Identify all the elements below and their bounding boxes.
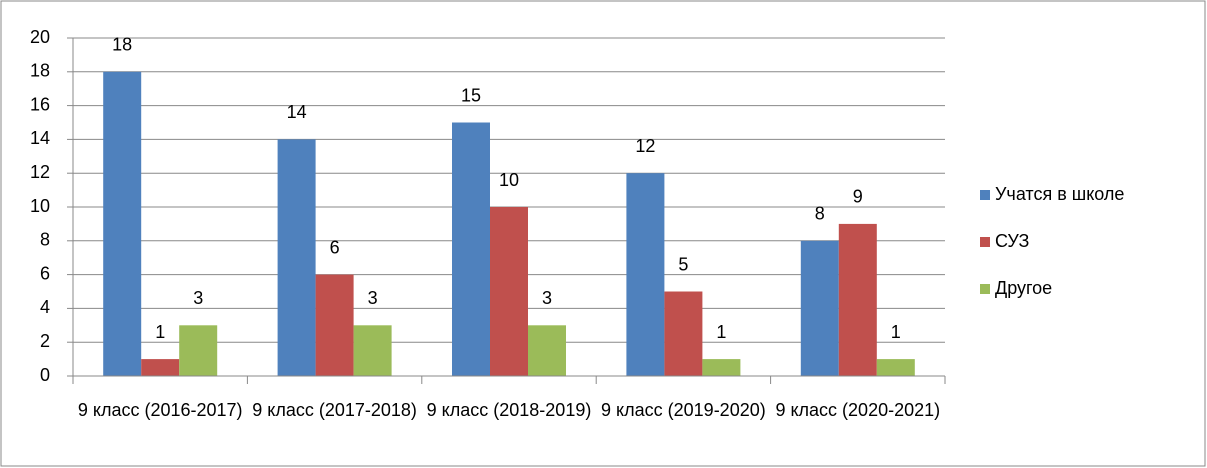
y-tick-label: 18: [30, 61, 50, 81]
y-tick-label: 8: [40, 230, 50, 250]
y-tick-label: 2: [40, 331, 50, 351]
y-tick-label: 16: [30, 94, 50, 114]
bar: [141, 359, 180, 376]
value-label: 3: [368, 288, 378, 308]
value-label: 10: [499, 170, 519, 190]
x-tick-label: 9 класс (2019-2020): [601, 400, 766, 420]
value-label: 14: [287, 102, 307, 122]
x-tick-label: 9 класс (2016-2017): [77, 400, 243, 420]
value-label: 8: [815, 204, 825, 224]
value-label: 3: [542, 288, 552, 308]
value-label: 1: [891, 322, 901, 342]
legend-swatch: [980, 190, 990, 200]
bar: [452, 122, 490, 376]
bar: [103, 71, 142, 377]
x-tick-label: 9 класс (2017-2018): [252, 400, 417, 420]
bar: [626, 173, 665, 376]
legend-label: СУЗ: [995, 231, 1029, 251]
bar: [315, 274, 354, 376]
value-label: 12: [635, 136, 655, 156]
y-tick-label: 0: [40, 365, 50, 385]
bar: [664, 291, 703, 376]
bar: [179, 325, 218, 376]
bar: [528, 325, 566, 376]
x-tick-label: 9 класс (2018-2019): [426, 400, 592, 420]
value-label: 5: [678, 254, 688, 274]
value-label: 15: [461, 85, 481, 105]
bar: [838, 223, 877, 376]
bar: [277, 139, 316, 376]
y-tick-label: 12: [30, 162, 50, 182]
bar: [702, 359, 741, 376]
value-label: 1: [716, 322, 726, 342]
value-label: 3: [193, 288, 203, 308]
value-label: 1: [155, 322, 165, 342]
legend-label: Другое: [995, 278, 1052, 298]
value-label: 6: [330, 237, 340, 257]
bar: [490, 207, 528, 376]
legend-label: Учатся в школе: [995, 184, 1124, 204]
value-label: 9: [853, 187, 863, 207]
x-tick-label: 9 класс (2020-2021): [775, 400, 941, 420]
bar: [800, 240, 839, 376]
y-tick-label: 4: [40, 297, 50, 317]
bar: [876, 359, 915, 376]
y-tick-label: 10: [30, 196, 50, 216]
legend-swatch: [980, 237, 990, 247]
y-tick-label: 6: [40, 263, 50, 283]
legend-swatch: [980, 284, 990, 294]
y-tick-label: 14: [30, 128, 50, 148]
bar: [353, 325, 392, 376]
y-tick-label: 20: [30, 27, 50, 47]
value-label: 18: [112, 35, 132, 55]
